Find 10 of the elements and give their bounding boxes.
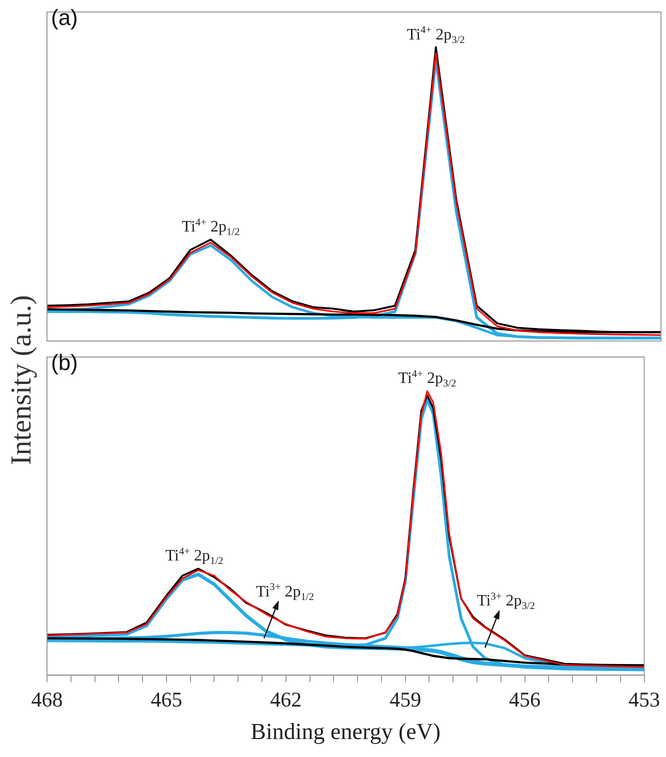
x-tick-label: 453 — [628, 687, 660, 712]
x-tick-label: 465 — [150, 687, 182, 712]
x-tick-label: 468 — [31, 687, 63, 712]
y-axis-title: Intensity (a.u.) — [6, 295, 38, 465]
x-tick-label: 456 — [509, 687, 541, 712]
x-axis-title: Binding energy (eV) — [250, 719, 441, 744]
x-tick-label: 459 — [390, 687, 422, 712]
text: (a) — [51, 5, 78, 30]
text: (b) — [51, 350, 78, 376]
x-tick-label: 462 — [270, 687, 302, 712]
